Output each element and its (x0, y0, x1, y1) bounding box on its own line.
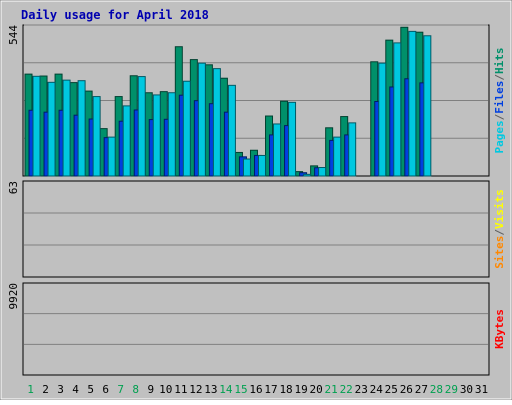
bar-pages-day-17 (273, 123, 282, 177)
bar-pages-day-18 (288, 101, 297, 177)
bar-pages-day-7 (122, 105, 131, 177)
day-label-26: 26 (400, 383, 413, 396)
legend-separator: / (493, 113, 506, 120)
visits-sites-panel: 63 Sites/Visits (7, 180, 506, 278)
day-label-7: 7 (117, 383, 124, 396)
day-label-15: 15 (234, 383, 247, 396)
plot-area-1 (22, 180, 490, 278)
bar-pages-day-12 (197, 62, 206, 177)
bar-pages-day-2 (47, 81, 56, 177)
day-label-3: 3 (57, 383, 64, 396)
legend-entry: Sites (493, 236, 506, 269)
day-label-5: 5 (87, 383, 94, 396)
legend-entry: KBytes (493, 309, 506, 349)
day-label-20: 20 (310, 383, 323, 396)
bar-pages-day-22 (348, 122, 357, 177)
bar-pages-day-25 (393, 42, 402, 177)
legend-separator: / (493, 74, 506, 81)
day-label-2: 2 (42, 383, 49, 396)
bar-pages-day-11 (182, 80, 191, 177)
y-max-label-1: 63 (7, 181, 20, 194)
bar-pages-day-21 (333, 136, 342, 177)
day-label-16: 16 (249, 383, 262, 396)
day-label-31: 31 (475, 383, 488, 396)
y-max-label-0: 544 (7, 25, 20, 45)
bar-pages-day-10 (167, 92, 176, 177)
day-label-13: 13 (204, 383, 217, 396)
day-label-27: 27 (415, 383, 428, 396)
bar-pages-day-19 (303, 173, 312, 177)
bar-pages-day-27 (423, 35, 432, 177)
plot-area-2 (22, 282, 490, 376)
bar-pages-day-14 (227, 84, 236, 177)
day-label-9: 9 (147, 383, 154, 396)
day-axis: 1 2 3 4 5 6 7 8 9 10 11 12 13 14 15 16 17 18 19 20 21 22 23 24 2… (27, 383, 488, 396)
day-label-8: 8 (132, 383, 139, 396)
bar-pages-day-6 (107, 136, 116, 177)
legend-1: Sites/Visits (493, 189, 506, 269)
legend-entry: Hits (493, 48, 506, 75)
day-label-21: 21 (325, 383, 338, 396)
day-label-25: 25 (385, 383, 398, 396)
day-label-1: 1 (27, 383, 34, 396)
bar-pages-day-26 (408, 30, 417, 177)
day-label-6: 6 (102, 383, 109, 396)
bar-pages-day-1 (32, 75, 41, 177)
bar-pages-day-15 (242, 158, 251, 177)
day-label-19: 19 (294, 383, 307, 396)
day-label-30: 30 (460, 383, 473, 396)
day-label-4: 4 (72, 383, 79, 396)
kbytes-panel: 9920 KBytes (7, 282, 506, 376)
bar-pages-day-5 (92, 96, 101, 177)
y-max-label-2: 9920 (7, 283, 20, 310)
bar-pages-day-9 (152, 94, 161, 177)
day-label-22: 22 (340, 383, 353, 396)
legend-entry: / (493, 229, 506, 236)
day-label-12: 12 (189, 383, 202, 396)
bar-pages-day-24 (378, 62, 387, 177)
day-label-14: 14 (219, 383, 233, 396)
legend-entry: Visits (493, 189, 506, 229)
bar-pages-day-13 (212, 68, 221, 177)
bar-pages-day-20 (318, 167, 327, 177)
legend-2: KBytes (493, 309, 506, 349)
bar-pages-day-4 (77, 80, 86, 177)
day-label-29: 29 (445, 383, 458, 396)
legend-0: Pages/Files/Hits (493, 48, 506, 154)
day-label-11: 11 (174, 383, 187, 396)
day-label-24: 24 (370, 383, 384, 396)
day-label-17: 17 (264, 383, 277, 396)
day-label-18: 18 (279, 383, 292, 396)
legend-entry: Pages (493, 120, 506, 153)
day-label-28: 28 (430, 383, 443, 396)
day-label-10: 10 (159, 383, 172, 396)
bar-pages-day-3 (62, 79, 71, 177)
chart-title: Daily usage for April 2018 (21, 8, 209, 22)
bar-pages-day-16 (257, 154, 266, 177)
day-label-23: 23 (355, 383, 368, 396)
legend-entry: Files (493, 81, 506, 114)
bar-pages-day-8 (137, 76, 146, 177)
